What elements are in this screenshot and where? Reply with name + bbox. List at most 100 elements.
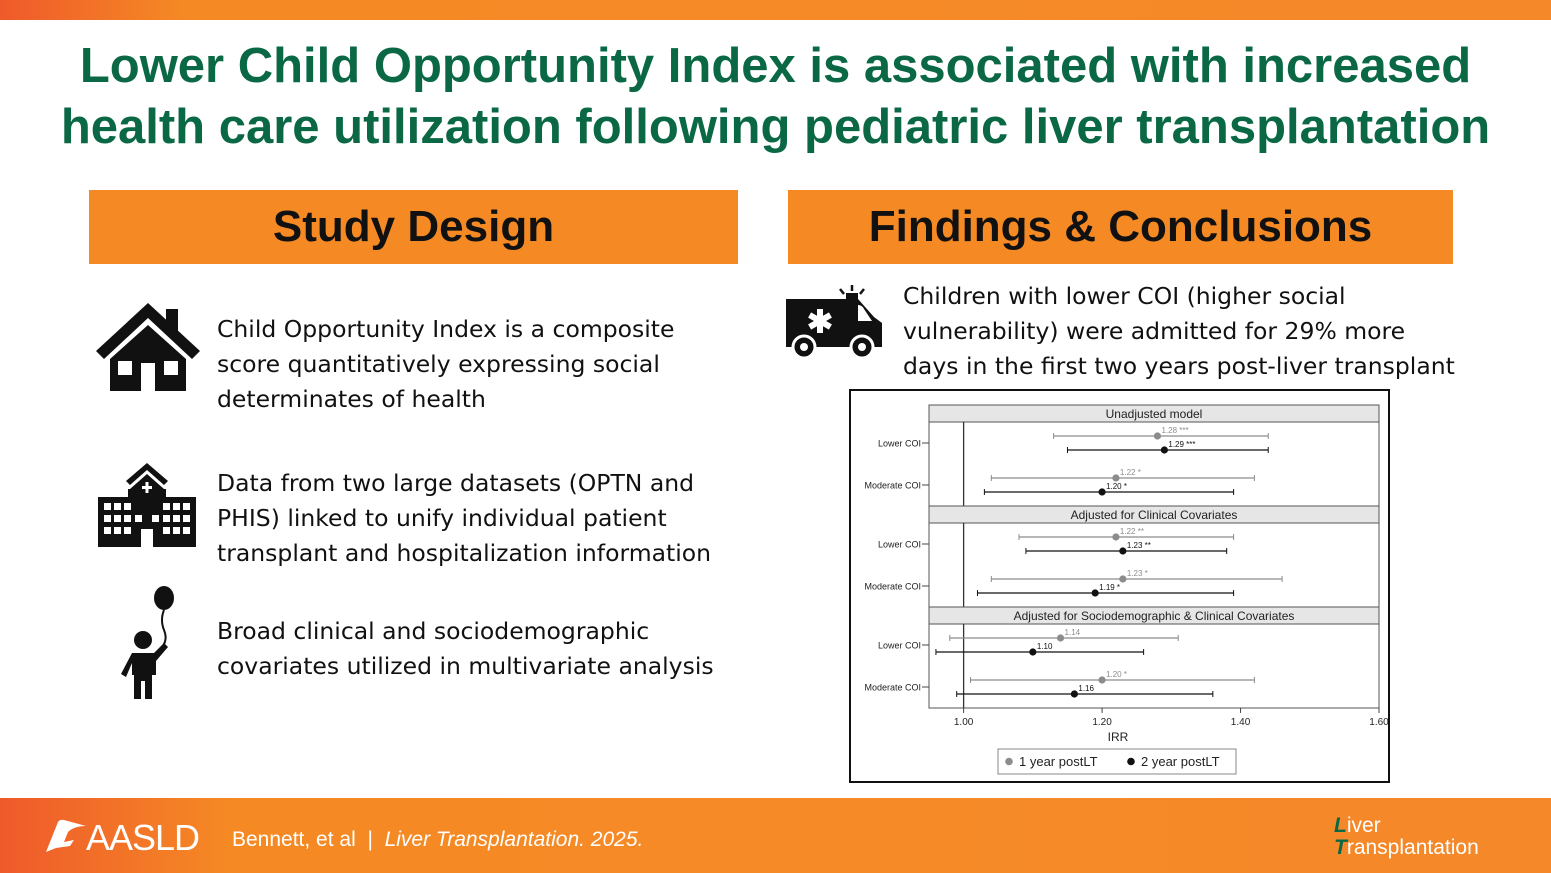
findings-text: Children with lower COI (higher social v… <box>903 279 1455 384</box>
title-line-2: health care utilization following pediat… <box>60 100 1491 154</box>
legend-marker-2yr <box>1127 757 1135 766</box>
study-item-3-line-2: covariates utilized in multivariate anal… <box>217 652 714 680</box>
row-label: Moderate COI <box>864 481 921 491</box>
findings-heading: Findings & Conclusions <box>788 190 1453 264</box>
forest-plot: Unadjusted model Lower COI 1.28 *** 1.29 **… <box>864 404 1389 775</box>
legend-label-2yr: 2 year postLT <box>1141 754 1220 769</box>
point-marker <box>1056 634 1065 642</box>
findings-line-2: vulnerability) were admitted for 29% mor… <box>903 317 1406 345</box>
point-label: 1.29 *** <box>1168 440 1195 449</box>
panel-body <box>928 623 1380 709</box>
estimate-point: 1.22 * <box>990 468 1255 482</box>
point-label: 1.14 <box>1065 628 1081 637</box>
forest-panel: Adjusted for Sociodemographic & Clinical… <box>864 606 1380 709</box>
study-item-2-line-1: Data from two large datasets (OPTN and <box>217 469 695 497</box>
forest-panel: Unadjusted model Lower COI 1.28 *** 1.29 **… <box>864 404 1380 507</box>
study-item-2-line-3: transplant and hospitalization informati… <box>217 539 712 567</box>
x-tick-label: 1.00 <box>954 717 974 728</box>
logo-t: T <box>1334 836 1347 859</box>
study-item-3-line-1: Broad clinical and sociodemographic <box>217 617 650 645</box>
study-design-heading: Study Design <box>89 190 738 264</box>
house-icon <box>96 303 200 391</box>
estimate-point: 1.20 * <box>970 670 1255 684</box>
citation-authors: Bennett, et al <box>232 828 356 851</box>
study-item-1: Child Opportunity Index is a composite s… <box>217 312 674 417</box>
title-line-1: Lower Child Opportunity Index is associa… <box>79 39 1472 93</box>
point-marker <box>1070 690 1078 698</box>
estimate-point: 1.19 * <box>976 583 1235 597</box>
point-label: 1.23 ** <box>1127 541 1151 550</box>
findings-line-3: days in the first two years post-liver t… <box>903 352 1455 380</box>
top-accent-bar <box>0 0 1551 20</box>
findings-line-1: Children with lower COI (higher social <box>903 282 1346 310</box>
panel-title: Adjusted for Sociodemographic & Clinical… <box>1014 609 1295 623</box>
point-label: 1.10 <box>1037 642 1053 651</box>
footer-bar <box>0 798 1551 873</box>
aasld-logo-icon <box>46 819 86 852</box>
point-marker <box>1098 676 1106 684</box>
estimate-point: 1.16 <box>956 684 1214 698</box>
row-label: Moderate COI <box>864 683 921 693</box>
point-marker <box>1119 547 1127 555</box>
legend-marker-1yr <box>1005 757 1013 766</box>
point-label: 1.23 * <box>1127 569 1148 578</box>
estimate-point: 1.20 * <box>983 482 1235 496</box>
page-title: Lower Child Opportunity Index is associa… <box>0 36 1551 158</box>
point-label: 1.19 * <box>1099 583 1120 592</box>
citation-separator: | <box>367 828 373 851</box>
point-label: 1.16 <box>1078 684 1094 693</box>
point-label: 1.28 *** <box>1161 426 1188 435</box>
point-marker <box>1160 446 1168 454</box>
ambulance-icon <box>786 285 882 359</box>
estimate-point: 1.23 * <box>990 569 1283 583</box>
study-item-2-line-2: PHIS) linked to unify individual patient <box>217 504 667 532</box>
hospital-icon <box>98 463 196 547</box>
logo-ransplantation: ransplantation <box>1346 836 1479 859</box>
point-marker <box>1119 575 1127 583</box>
row-label: Lower COI <box>878 540 921 550</box>
panel-body <box>928 421 1380 507</box>
legend: 1 year postLT 2 year postLT <box>997 748 1237 775</box>
logo-l: L <box>1334 814 1347 837</box>
forest-panel: Adjusted for Clinical Covariates Lower CO… <box>864 505 1380 608</box>
child-balloon-icon <box>121 586 174 699</box>
aasld-wordmark: AASLD <box>86 817 200 858</box>
estimate-point: 1.14 <box>949 628 1179 642</box>
legend-label-1yr: 1 year postLT <box>1019 754 1098 769</box>
x-axis-label: IRR <box>1108 730 1129 744</box>
point-marker <box>1112 474 1120 482</box>
point-marker <box>1098 488 1106 496</box>
point-label: 1.20 * <box>1106 482 1127 491</box>
x-tick-label: 1.40 <box>1231 717 1251 728</box>
study-item-1-line-2: score quantitatively expressing social <box>217 350 660 378</box>
estimate-point: 1.22 ** <box>1018 527 1235 541</box>
x-tick-label: 1.60 <box>1369 717 1388 728</box>
row-label: Lower COI <box>878 439 921 449</box>
citation-journal: Liver Transplantation. 2025. <box>384 828 644 851</box>
point-marker <box>1112 533 1120 541</box>
panel-title: Unadjusted model <box>1106 407 1203 421</box>
panel-title: Adjusted for Clinical Covariates <box>1071 508 1238 522</box>
point-label: 1.20 * <box>1106 670 1127 679</box>
forest-plot-frame: Unadjusted model Lower COI 1.28 *** 1.29 **… <box>849 389 1390 783</box>
study-item-2: Data from two large datasets (OPTN and P… <box>217 466 711 571</box>
estimate-point: 1.29 *** <box>1066 440 1269 454</box>
point-marker <box>1029 648 1037 656</box>
estimate-point: 1.28 *** <box>1053 426 1269 440</box>
panel-body <box>928 522 1380 608</box>
study-item-1-line-3: determinates of health <box>217 385 486 413</box>
estimate-point: 1.23 ** <box>1025 541 1228 555</box>
row-label: Lower COI <box>878 641 921 651</box>
study-item-1-line-1: Child Opportunity Index is a composite <box>217 315 675 343</box>
row-label: Moderate COI <box>864 582 921 592</box>
point-label: 1.22 ** <box>1120 527 1144 536</box>
x-tick-label: 1.20 <box>1092 717 1112 728</box>
point-marker <box>1091 589 1099 597</box>
point-marker <box>1153 432 1162 440</box>
study-item-3: Broad clinical and sociodemographic cova… <box>217 614 714 684</box>
logo-iver: iver <box>1346 814 1381 837</box>
liver-transplantation-logo: Liver Transplantation <box>1334 815 1479 859</box>
estimate-point: 1.10 <box>935 642 1145 656</box>
point-label: 1.22 * <box>1120 468 1141 477</box>
footer-citation: Bennett, et al | Liver Transplantation. … <box>232 828 643 852</box>
